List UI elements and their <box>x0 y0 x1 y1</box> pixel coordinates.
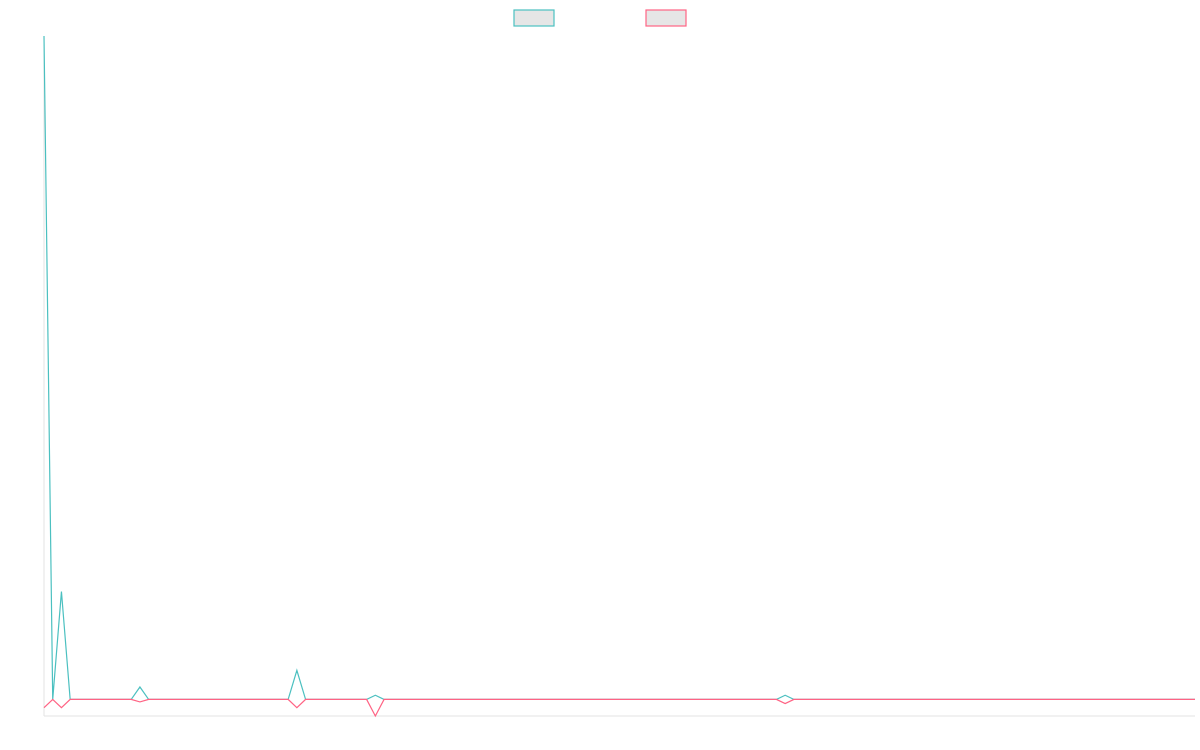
axes <box>43 36 1195 717</box>
series-line-1 <box>43 35 1195 701</box>
series-group <box>43 35 1195 718</box>
series-line-2 <box>43 698 1195 718</box>
legend <box>513 9 687 27</box>
legend-swatch-2[interactable] <box>645 9 687 27</box>
legend-swatch-1[interactable] <box>513 9 555 27</box>
